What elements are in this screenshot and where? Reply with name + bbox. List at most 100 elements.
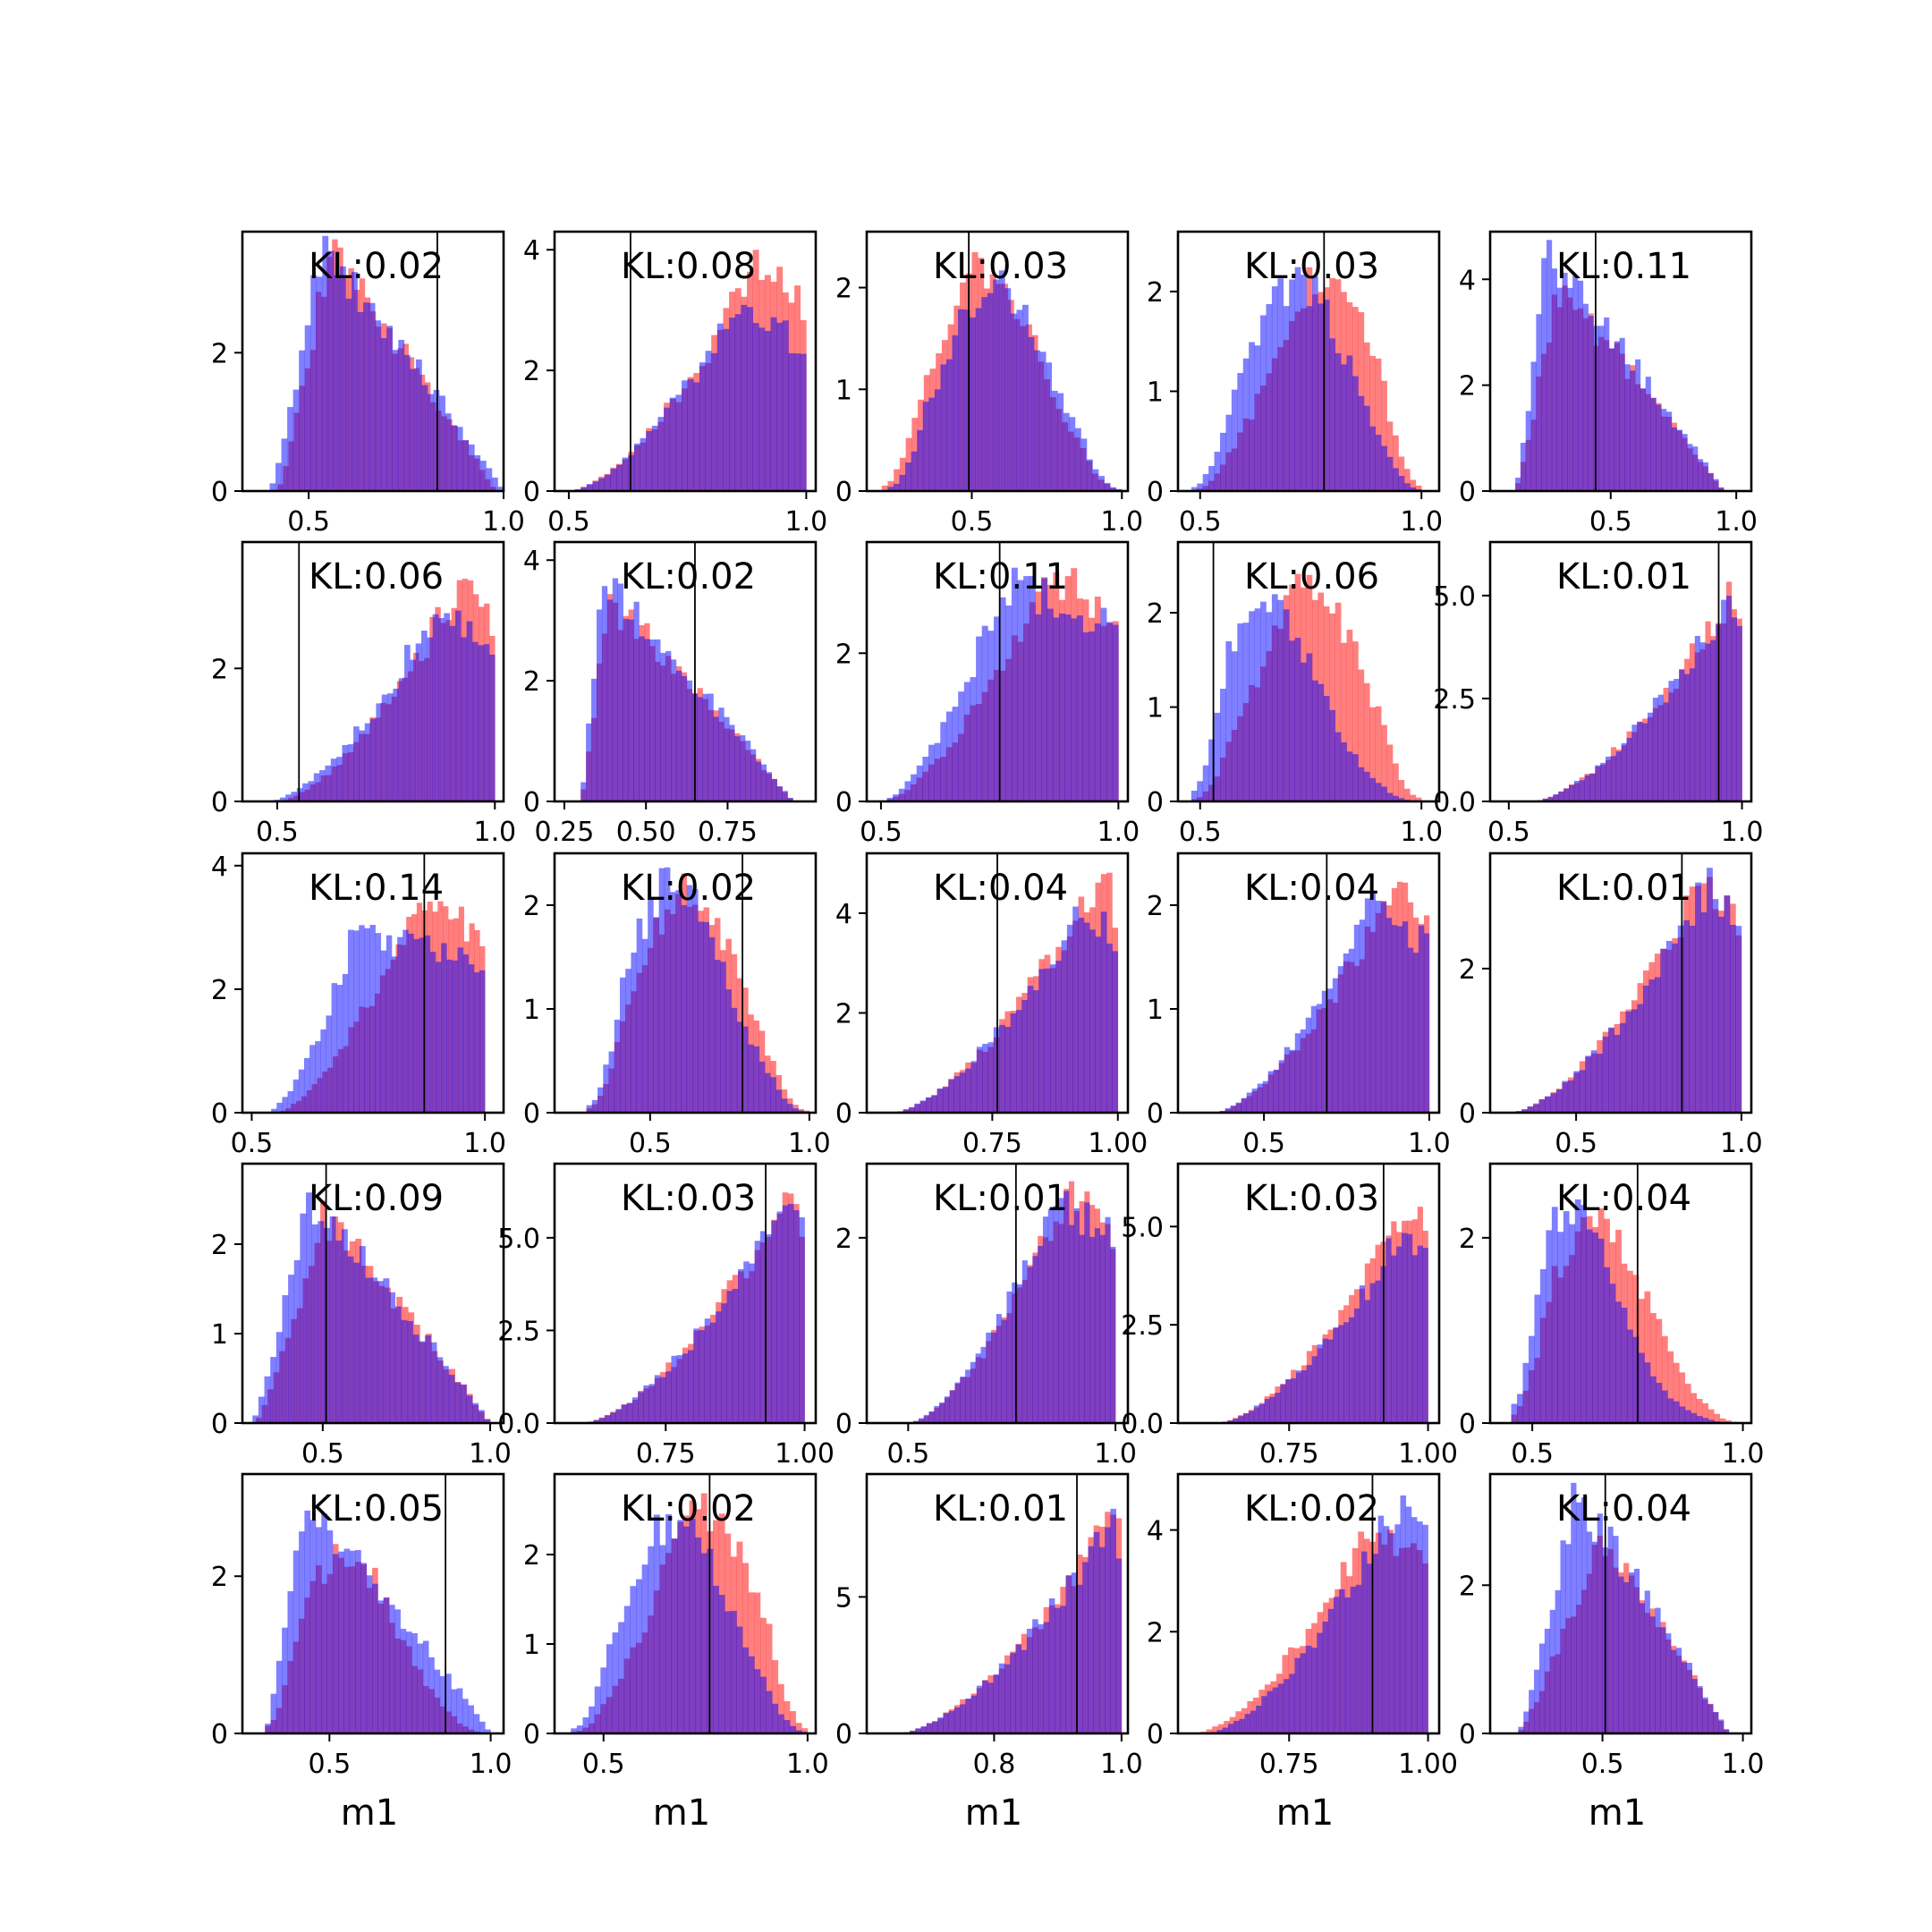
x-axis-label: m1 — [1276, 1792, 1334, 1834]
plot-area — [265, 1510, 491, 1733]
x-tick-label: 0.5 — [582, 1749, 625, 1780]
blue-bar — [330, 758, 337, 801]
blue-bar — [648, 1384, 656, 1423]
kl-annotation: KL:0.03 — [621, 1178, 756, 1219]
blue-bar — [760, 764, 767, 801]
blue-bar — [670, 892, 676, 1113]
blue-bar — [1613, 1536, 1619, 1733]
blue-bar — [905, 462, 911, 491]
blue-bar — [693, 1328, 699, 1423]
blue-bar — [1027, 986, 1034, 1113]
y-tick-label: 2 — [1459, 371, 1476, 402]
blue-bar — [1369, 894, 1377, 1113]
x-tick-label: 1.0 — [1400, 817, 1443, 848]
x-tick-label: 0.75 — [636, 1438, 696, 1470]
blue-bar — [793, 1210, 800, 1423]
blue-bar — [776, 1211, 784, 1423]
blue-bar — [1338, 1325, 1344, 1423]
blue-bar — [370, 718, 377, 801]
blue-bar — [1337, 966, 1344, 1113]
blue-bar — [1216, 1730, 1223, 1733]
blue-bar — [1422, 1524, 1428, 1733]
blue-bar — [1311, 1356, 1318, 1423]
blue-bar — [754, 1669, 761, 1733]
blue-bar — [439, 1675, 446, 1733]
blue-bar — [1284, 1046, 1291, 1113]
blue-bar — [478, 1410, 485, 1423]
blue-bar — [1402, 1233, 1408, 1423]
blue-bar — [462, 1699, 469, 1733]
blue-bar — [688, 1350, 694, 1423]
axes-frame — [241, 852, 505, 1114]
blue-bar — [456, 427, 463, 491]
blue-bar — [1608, 1027, 1614, 1113]
x-tick-label: 1.0 — [473, 817, 516, 848]
blue-bar — [1110, 1246, 1116, 1423]
blue-bar — [700, 1553, 708, 1733]
blue-bar — [1346, 751, 1353, 801]
blue-bar — [1283, 609, 1290, 801]
red-bar — [1393, 763, 1399, 801]
blue-bar — [1411, 1255, 1419, 1423]
blue-bar — [633, 601, 640, 801]
blue-histogram — [1511, 1199, 1743, 1423]
blue-bar — [1072, 906, 1079, 1113]
blue-histogram — [898, 1508, 1123, 1733]
blue-bar — [430, 1342, 437, 1423]
kl-annotation: KL:0.03 — [1244, 1178, 1379, 1219]
blue-bar — [636, 1579, 642, 1733]
blue-bar — [723, 328, 730, 491]
red-bar — [1398, 780, 1405, 801]
kl-annotation: KL:0.01 — [1556, 868, 1691, 909]
blue-bar — [648, 897, 654, 1113]
blue-bar — [766, 772, 773, 801]
blue-bar — [436, 962, 442, 1113]
blue-bar — [1300, 1653, 1307, 1733]
blue-bar — [1692, 446, 1699, 491]
blue-bar — [454, 610, 462, 801]
red-bar — [1386, 421, 1394, 491]
x-tick-label: 0.5 — [231, 1128, 274, 1159]
blue-bar — [320, 1029, 326, 1113]
blue-bar — [1350, 1586, 1357, 1733]
blue-bar — [622, 457, 629, 491]
blue-bar — [770, 1077, 776, 1113]
blue-bar — [1094, 623, 1101, 801]
blue-bar — [413, 938, 419, 1113]
plot-area — [881, 251, 1123, 491]
y-tick-label: 2 — [211, 1562, 228, 1593]
red-bar — [754, 1592, 761, 1733]
blue-bar — [432, 614, 439, 801]
blue-bar — [276, 1102, 283, 1113]
blue-bar — [1251, 1089, 1258, 1113]
blue-bar — [963, 682, 970, 801]
blue-bar — [1375, 783, 1382, 801]
blue-bar — [999, 597, 1006, 801]
blue-bar — [325, 765, 332, 801]
blue-bar — [1544, 1628, 1551, 1733]
blue-bar — [1725, 596, 1733, 801]
blue-bar — [1255, 1706, 1262, 1733]
blue-bar — [770, 317, 777, 491]
red-bar — [1707, 1409, 1715, 1423]
blue-bar — [415, 643, 422, 801]
blue-bar — [1694, 635, 1700, 801]
blue-bar — [714, 960, 721, 1113]
blue-bar — [1084, 1202, 1090, 1423]
blue-bar — [1306, 653, 1313, 801]
blue-bar — [936, 1088, 944, 1113]
blue-bar — [342, 744, 349, 801]
blue-bar — [1326, 988, 1334, 1113]
blue-bar — [1249, 611, 1255, 801]
kl-annotation: KL:0.04 — [1244, 868, 1379, 909]
y-tick-label: 0 — [835, 477, 852, 508]
blue-bar — [1098, 1546, 1106, 1733]
blue-bar — [1073, 1208, 1080, 1423]
blue-bar — [1562, 1080, 1569, 1113]
blue-bar — [1573, 1071, 1580, 1113]
blue-bar — [787, 1203, 794, 1423]
blue-bar — [353, 1262, 360, 1423]
blue-bar — [1380, 902, 1387, 1113]
plot-area — [880, 567, 1119, 801]
